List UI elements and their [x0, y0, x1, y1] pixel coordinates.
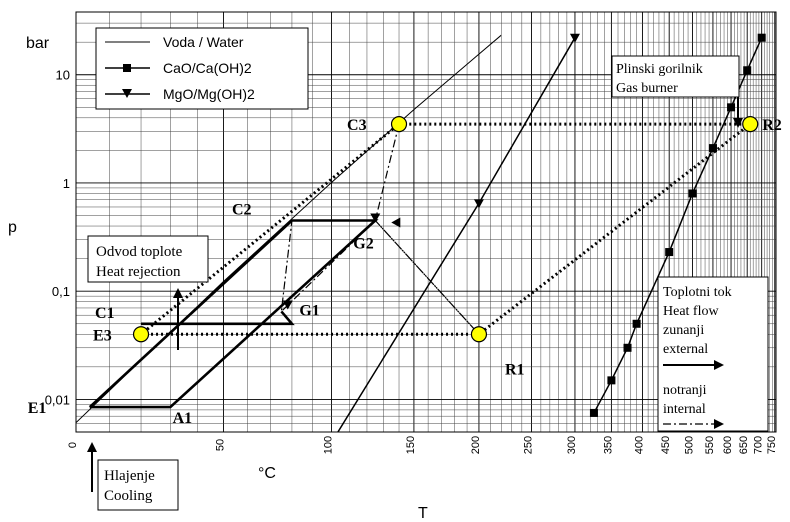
point-label-g1: G1 [299, 302, 319, 319]
y-tick-labels: 0,01 0,1 1 10 [45, 68, 70, 408]
x-tick-label: 600 [722, 436, 734, 454]
x-axis-label: T [418, 505, 428, 522]
legend-mgo: MgO/Mg(OH)2 [163, 86, 255, 102]
annotation-layer [87, 97, 743, 492]
data-point-cao [623, 343, 632, 352]
gas-burner-arrow-head [733, 118, 743, 128]
state-point-marker [390, 115, 408, 133]
x-tick-label: 100 [322, 436, 334, 454]
y-tick-label: 1 [63, 176, 70, 191]
arrow-to-g2 [370, 213, 381, 223]
x-tick-label: 50 [214, 439, 226, 451]
x-tick-labels: 0 50 100 150 200 250 300 350 400 450 500 550 600 650 7… [67, 436, 778, 454]
data-point-cao [727, 103, 736, 112]
heat-flow-line-2: Heat flow [663, 304, 719, 319]
y-tick-label: 0,1 [52, 284, 70, 299]
points-layer: E1 A1 E3 C1 C2 G1 G2 C3 R1 R2 [28, 115, 782, 427]
point-label-g2: G2 [353, 236, 373, 253]
data-point-cao [632, 319, 641, 328]
x-tick-label: 650 [738, 436, 750, 454]
arrow-to-g1 [282, 300, 293, 310]
x-tick-label: 300 [566, 436, 578, 454]
x-tick-label: 550 [704, 436, 716, 454]
y-tick-label: 10 [56, 68, 70, 83]
heat-flow-line-5: notranji [663, 383, 707, 398]
cycle-inner-solid [141, 310, 295, 326]
cooling-line-1: Hlajenje [104, 468, 155, 484]
state-point-marker [470, 326, 488, 343]
legend-water: Voda / Water [163, 34, 244, 50]
point-label-c3: C3 [347, 117, 367, 134]
point-label-c2: C2 [232, 202, 252, 219]
y-tick-label: 0,01 [45, 392, 70, 407]
x-tick-label: 750 [766, 436, 778, 454]
point-label-e3: E3 [93, 327, 112, 344]
point-label-a1: A1 [173, 410, 193, 427]
point-label-r2: R2 [762, 117, 782, 134]
data-point-cao [708, 144, 717, 153]
state-point-marker [742, 115, 759, 133]
data-point-mgo [569, 33, 580, 43]
x-tick-label: 200 [470, 436, 482, 454]
x-tick-label: 350 [602, 436, 614, 454]
x-tick-label: 150 [405, 436, 417, 454]
data-point-mgo [473, 199, 484, 209]
data-point-cao [665, 248, 674, 257]
point-label-c1: C1 [95, 305, 115, 322]
point-label-e1: E1 [28, 400, 47, 417]
heat-rejection-line-2: Heat rejection [96, 264, 181, 280]
data-point-cao [688, 189, 697, 198]
cooling-arrow-head [87, 442, 97, 452]
plot-frame [75, 11, 777, 433]
point-label-r1: R1 [505, 361, 525, 378]
heat-rejection-box: Odvod toplote Heat rejection [87, 235, 209, 283]
arrow-into-g2 [391, 217, 401, 228]
x-unit-label: °C [258, 465, 276, 482]
x-tick-label: 400 [633, 436, 645, 454]
heat-flow-line-4: external [663, 342, 708, 357]
x-tick-label: 500 [683, 436, 695, 454]
y-axis-label: p [8, 219, 17, 236]
x-tick-label: 450 [660, 436, 672, 454]
cooling-box: Hlajenje Cooling [97, 459, 179, 511]
data-point-cao [589, 408, 598, 417]
gas-burner-line-2: Gas burner [616, 81, 678, 96]
heat-rejection-line-1: Odvod toplote [96, 244, 183, 260]
flow-internal-dashdot [280, 123, 480, 335]
heat-flow-box: Toplotni tok Heat flow zunanji external … [657, 276, 769, 432]
y-unit-label: bar [26, 35, 50, 52]
x-tick-label: 0 [67, 442, 79, 448]
heat-flow-line-6: internal [663, 402, 706, 417]
data-point-cao [607, 376, 616, 385]
data-point-cao [757, 33, 766, 42]
gas-burner-box: Plinski gorilnik Gas burner [611, 55, 740, 98]
x-tick-label: 700 [753, 436, 765, 454]
cooling-line-2: Cooling [104, 488, 153, 504]
legend: Voda / Water CaO/Ca(OH)2 MgO/Mg(OH)2 [95, 27, 309, 110]
gas-burner-line-1: Plinski gorilnik [616, 62, 703, 77]
legend-cao: CaO/Ca(OH)2 [163, 60, 252, 76]
heat-rejection-arrow-head [173, 288, 183, 298]
state-point-marker [132, 326, 150, 343]
heat-flow-line-3: zunanji [663, 323, 704, 338]
x-tick-label: 250 [523, 436, 535, 454]
heat-flow-line-1: Toplotni tok [663, 285, 732, 300]
data-point-cao [743, 66, 752, 75]
